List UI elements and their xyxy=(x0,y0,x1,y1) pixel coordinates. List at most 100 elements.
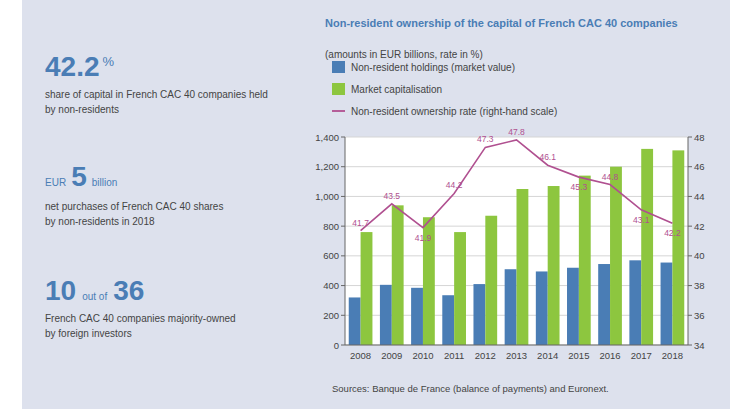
data-label: 44.2 xyxy=(446,180,463,190)
tick xyxy=(688,137,692,138)
tick-label: 34 xyxy=(694,340,705,351)
tick xyxy=(341,345,345,346)
annotation: 5 xyxy=(71,161,87,192)
legend-label: Non-resident holdings (market value) xyxy=(351,62,515,73)
tick-label: 200 xyxy=(323,310,339,321)
bar xyxy=(661,263,673,345)
bar xyxy=(349,297,361,345)
axis-line xyxy=(688,137,689,345)
bar xyxy=(629,260,641,345)
category-label: 2018 xyxy=(662,350,683,361)
annotation: net purchases of French CAC 40 sharesby … xyxy=(45,201,223,227)
annotation: 42.2 xyxy=(45,51,100,82)
tick xyxy=(341,196,345,197)
tick-label: 46 xyxy=(694,161,705,172)
bar xyxy=(641,149,653,345)
legend-swatch xyxy=(332,110,345,112)
data-label: 41.9 xyxy=(415,233,432,243)
tick xyxy=(688,166,692,167)
annotation-line: net purchases of French CAC 40 shares xyxy=(45,201,223,212)
bar xyxy=(672,150,684,345)
data-label: 45.3 xyxy=(571,182,588,192)
tick xyxy=(688,345,692,346)
tick xyxy=(688,255,692,256)
marks xyxy=(349,140,685,345)
category-label: 2011 xyxy=(444,350,464,361)
annotation-line: by non-residents xyxy=(45,104,119,115)
data-label: 47.3 xyxy=(477,134,494,144)
bar xyxy=(361,232,373,345)
tick-label: 600 xyxy=(323,250,339,261)
background xyxy=(0,0,730,409)
bar xyxy=(536,271,548,345)
annotation: 10 xyxy=(45,275,76,306)
data-label: 44.8 xyxy=(602,172,619,182)
tick xyxy=(341,315,345,316)
legend-label: Market capitalisation xyxy=(351,84,442,95)
tick xyxy=(341,137,345,138)
annotation: EUR xyxy=(45,177,66,188)
bar xyxy=(392,205,404,345)
side-strip xyxy=(0,0,22,409)
tick xyxy=(688,226,692,227)
tick-label: 800 xyxy=(323,221,339,232)
category-label: 2015 xyxy=(568,350,589,361)
data-label: 43.5 xyxy=(383,191,400,201)
tick-label: 48 xyxy=(694,132,705,143)
tick xyxy=(688,315,692,316)
legend-swatch xyxy=(332,61,345,73)
data-label: 43.1 xyxy=(633,215,650,225)
category-label: 2008 xyxy=(350,350,371,361)
annotation: out of xyxy=(82,291,107,302)
legend-swatch xyxy=(332,83,345,95)
tick xyxy=(341,285,345,286)
annotation: Sources: Banque de France (balance of pa… xyxy=(332,383,609,394)
subtitle: (amounts in EUR billions, rate in %) xyxy=(325,49,483,60)
tick xyxy=(688,196,692,197)
category-label: 2014 xyxy=(537,350,558,361)
annotation: 36 xyxy=(113,275,144,306)
tick-label: 400 xyxy=(323,280,339,291)
tick-label: 1,400 xyxy=(315,132,339,143)
bar xyxy=(454,232,466,345)
category-label: 2017 xyxy=(631,350,652,361)
line xyxy=(361,140,673,231)
category-label: 2016 xyxy=(599,350,620,361)
bar xyxy=(598,264,610,345)
plot-area xyxy=(345,137,688,345)
bar xyxy=(517,189,529,345)
annotation-line: French CAC 40 companies majority-owned xyxy=(45,313,236,324)
data-label: 47.8 xyxy=(508,127,525,137)
bar xyxy=(473,284,485,345)
tick-label: 36 xyxy=(694,310,705,321)
category-label: 2009 xyxy=(381,350,402,361)
bar xyxy=(380,285,392,345)
legend-label: Non-resident ownership rate (right-hand … xyxy=(351,106,557,117)
annotation-line: share of capital in French CAC 40 compan… xyxy=(45,89,268,100)
data-label: 46.1 xyxy=(539,152,556,162)
annotation: % xyxy=(103,54,115,69)
annotation: French CAC 40 companies majority-owned by… xyxy=(45,313,236,339)
axis-line xyxy=(345,345,688,346)
bar xyxy=(411,288,423,345)
tick-label: 44 xyxy=(694,191,705,202)
grid-line xyxy=(345,166,688,167)
tick-label: 38 xyxy=(694,280,705,291)
axis-line xyxy=(345,137,346,345)
annotation: share of capital in French CAC 40 compan… xyxy=(45,89,268,115)
tick-label: 40 xyxy=(694,250,705,261)
tick xyxy=(341,255,345,256)
annotation: billion xyxy=(92,177,118,188)
tick-label: 1,200 xyxy=(315,161,339,172)
bar xyxy=(548,186,560,345)
category-label: 2010 xyxy=(412,350,433,361)
data-label: 42.2 xyxy=(664,228,681,238)
chart: 42.2% share of capital in French CAC 40 c… xyxy=(0,0,730,409)
tick-label: 0 xyxy=(334,340,339,351)
tick xyxy=(688,285,692,286)
category-label: 2012 xyxy=(475,350,496,361)
bar xyxy=(485,216,497,345)
bar xyxy=(442,295,454,345)
tick-label: 1,000 xyxy=(315,191,339,202)
annotation-line: by foreign investors xyxy=(45,328,132,339)
